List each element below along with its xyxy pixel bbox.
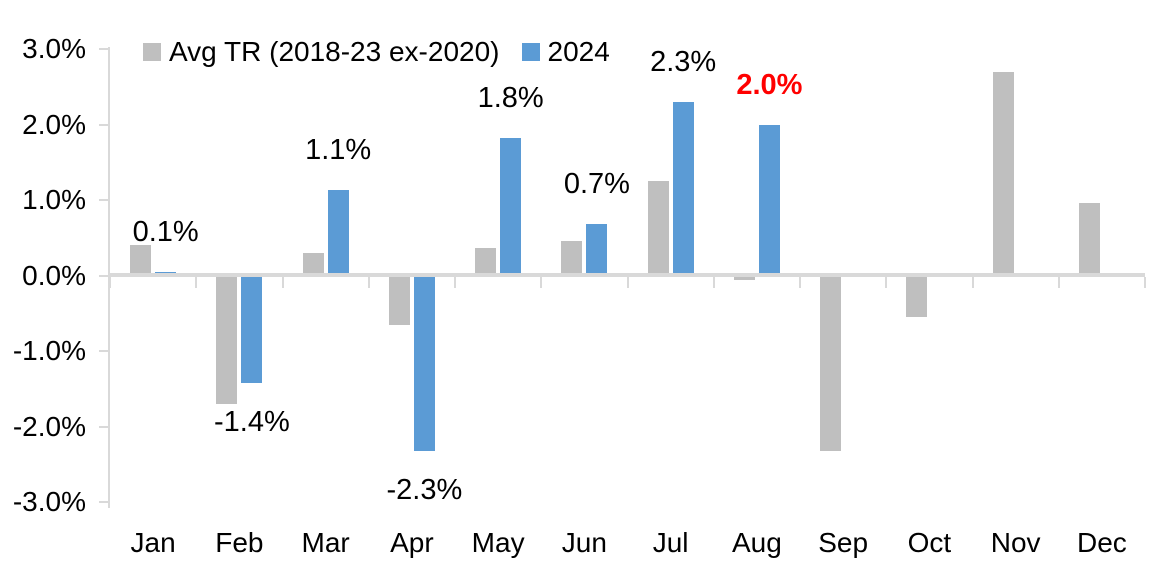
x-axis-tick: [454, 276, 456, 288]
bar-avg-tr-sep: [820, 275, 842, 452]
bar-2024-feb: [241, 275, 263, 383]
chart-legend: Avg TR (2018-23 ex-2020) 2024: [143, 36, 610, 68]
y-axis-tick: [99, 48, 110, 50]
bar-2024-jun: [586, 224, 608, 276]
x-axis-tick: [971, 276, 974, 288]
y-axis-tick-label: -2.0%: [12, 410, 86, 442]
legend-label-avg-tr: Avg TR (2018-23 ex-2020): [169, 36, 500, 67]
data-label-jul: 2.3%: [650, 45, 717, 78]
x-axis-label-jul: Jul: [652, 527, 689, 558]
x-axis-tick: [799, 276, 801, 288]
bar-avg-tr-jun: [561, 240, 583, 276]
data-label-aug: 2.0%: [736, 68, 803, 101]
bar-avg-tr-nov: [992, 71, 1014, 276]
x-axis-tick: [540, 276, 543, 288]
y-axis-tick-label: 0.0%: [22, 259, 86, 291]
y-axis-tick: [99, 350, 110, 352]
y-axis-tick: [99, 425, 110, 428]
y-axis-tick: [99, 501, 110, 503]
x-axis-tick: [885, 276, 888, 288]
x-axis-tick: [712, 276, 715, 288]
y-axis-tick-label: 1.0%: [22, 184, 86, 215]
x-axis-label-may: May: [471, 527, 525, 558]
x-axis-label-apr: Apr: [390, 527, 434, 558]
data-label-jun: 0.7%: [563, 168, 630, 201]
bar-avg-tr-aug: [733, 275, 755, 281]
x-axis-tick: [109, 276, 111, 288]
x-axis-label-feb: Feb: [215, 527, 264, 558]
x-axis-label-oct: Oct: [907, 527, 952, 558]
bar-avg-tr-jan: [130, 245, 152, 276]
legend-swatch-2024-icon: [521, 43, 540, 61]
bar-2024-apr: [413, 275, 435, 452]
bar-avg-tr-dec: [1078, 203, 1100, 276]
legend-swatch-avg-tr-icon: [143, 43, 161, 61]
data-label-apr: -2.3%: [386, 474, 463, 507]
bar-avg-tr-may: [475, 247, 497, 276]
bar-avg-tr-apr: [388, 275, 410, 325]
bar-avg-tr-feb: [216, 275, 238, 404]
data-label-jan: 0.1%: [132, 215, 199, 248]
y-axis-tick: [99, 199, 110, 201]
bar-2024-may: [500, 138, 522, 276]
x-axis-tick: [281, 276, 284, 288]
y-axis-tick: [99, 123, 110, 126]
data-label-feb: -1.4%: [213, 405, 290, 438]
y-axis-tick-label: -1.0%: [12, 335, 86, 366]
legend-entry-avg-tr: Avg TR (2018-23 ex-2020): [143, 36, 500, 68]
x-axis-label-aug: Aug: [731, 527, 782, 558]
bar-avg-tr-mar: [302, 252, 324, 276]
y-axis-tick-label: 2.0%: [22, 108, 86, 140]
data-label-may: 1.8%: [477, 82, 544, 115]
x-axis-label-sep: Sep: [818, 527, 869, 558]
y-axis-tick-label: -3.0%: [12, 486, 86, 517]
data-label-mar: 1.1%: [305, 134, 372, 167]
x-axis-label-nov: Nov: [990, 527, 1041, 558]
bar-2024-jul: [672, 101, 694, 276]
y-axis-tick-label: 3.0%: [22, 33, 86, 64]
x-axis-label-jun: Jun: [561, 527, 607, 558]
x-axis-tick: [626, 276, 629, 288]
x-axis-tick: [1144, 276, 1146, 288]
x-axis-label-mar: Mar: [301, 527, 350, 558]
legend-label-2024: 2024: [547, 36, 610, 67]
x-axis-tick: [195, 276, 198, 288]
legend-entry-2024: 2024: [521, 36, 610, 68]
bar-avg-tr-jul: [647, 181, 669, 276]
bar-2024-mar: [327, 190, 349, 276]
bar-avg-tr-oct: [906, 275, 928, 318]
x-axis-tick: [367, 276, 370, 288]
x-axis-label-dec: Dec: [1076, 527, 1127, 558]
bar-2024-aug: [758, 124, 780, 276]
x-axis-line: [110, 272, 1145, 277]
x-axis-tick: [1057, 276, 1060, 288]
y-axis-tick: [99, 274, 110, 277]
x-axis-label-jan: Jan: [130, 527, 176, 558]
